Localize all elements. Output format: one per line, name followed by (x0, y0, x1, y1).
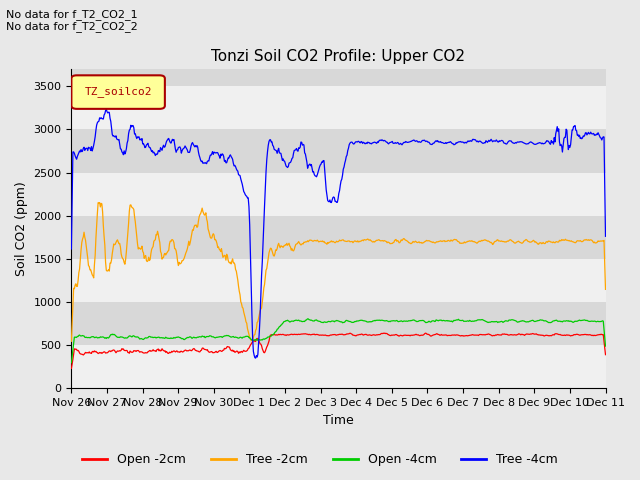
Text: TZ_soilco2: TZ_soilco2 (84, 86, 152, 97)
Bar (72, 172, 605, 216)
Text: No data for f_T2_CO2_1: No data for f_T2_CO2_1 (6, 9, 138, 20)
Text: No data for f_T2_CO2_2: No data for f_T2_CO2_2 (6, 21, 138, 32)
FancyBboxPatch shape (72, 75, 165, 109)
Bar (72, 345, 605, 388)
Bar (72, 259, 605, 302)
Legend: Open -2cm, Tree -2cm, Open -4cm, Tree -4cm: Open -2cm, Tree -2cm, Open -4cm, Tree -4… (77, 448, 563, 471)
Bar (72, 86, 605, 129)
Title: Tonzi Soil CO2 Profile: Upper CO2: Tonzi Soil CO2 Profile: Upper CO2 (211, 48, 465, 63)
Y-axis label: Soil CO2 (ppm): Soil CO2 (ppm) (15, 181, 28, 276)
X-axis label: Time: Time (323, 414, 354, 427)
